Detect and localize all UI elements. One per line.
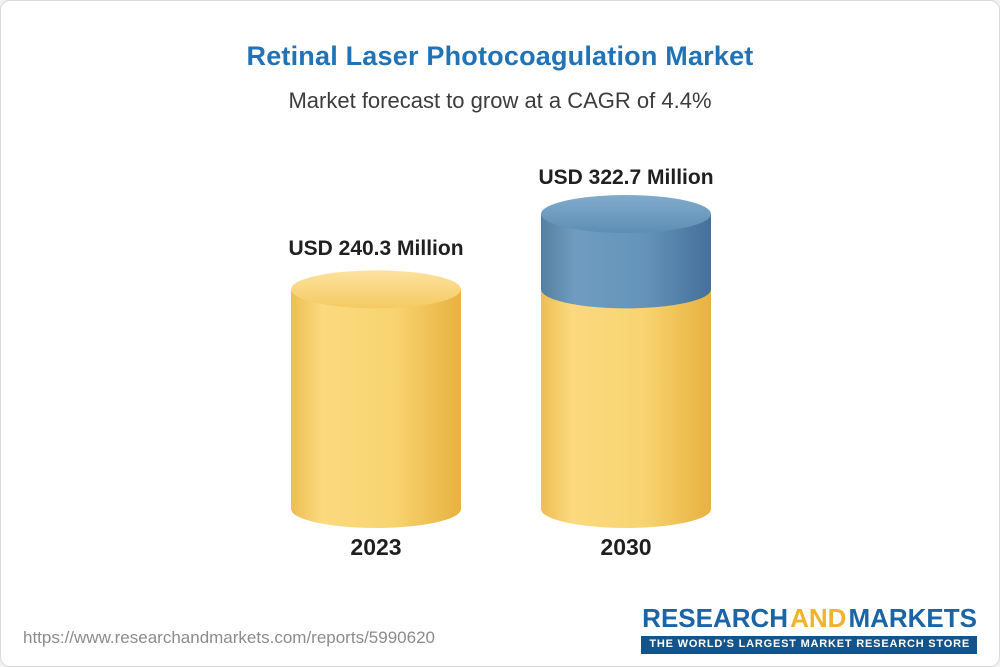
research-and-markets-logo: RESEARCHANDMARKETS THE WORLD'S LARGEST M… <box>641 605 977 654</box>
logo-tagline: THE WORLD'S LARGEST MARKET RESEARCH STOR… <box>641 636 977 654</box>
axis-label-2030: 2030 <box>600 534 652 560</box>
chart-title: Retinal Laser Photocoagulation Market <box>246 41 754 71</box>
value-label-2030: USD 322.7 Million <box>538 166 714 189</box>
logo-word-research: RESEARCH <box>642 603 789 634</box>
logo-word-and: AND <box>790 603 847 634</box>
bar-2023 <box>291 270 461 528</box>
value-label-2023: USD 240.3 Million <box>288 237 464 260</box>
bar-segment-blue <box>541 214 711 309</box>
bar-top-gold <box>291 270 461 309</box>
axis-label-2023: 2023 <box>350 534 402 560</box>
bar-2030 <box>541 195 711 528</box>
bar-segment-gold <box>291 289 461 528</box>
logo-wordmark: RESEARCHANDMARKETS <box>641 605 977 632</box>
logo-word-markets: MARKETS <box>848 603 977 634</box>
chart-subtitle: Market forecast to grow at a CAGR of 4.4… <box>288 88 712 113</box>
report-url[interactable]: https://www.researchandmarkets.com/repor… <box>23 628 435 647</box>
bar-top-blue <box>541 195 711 233</box>
bar-segment-gold <box>541 289 711 528</box>
